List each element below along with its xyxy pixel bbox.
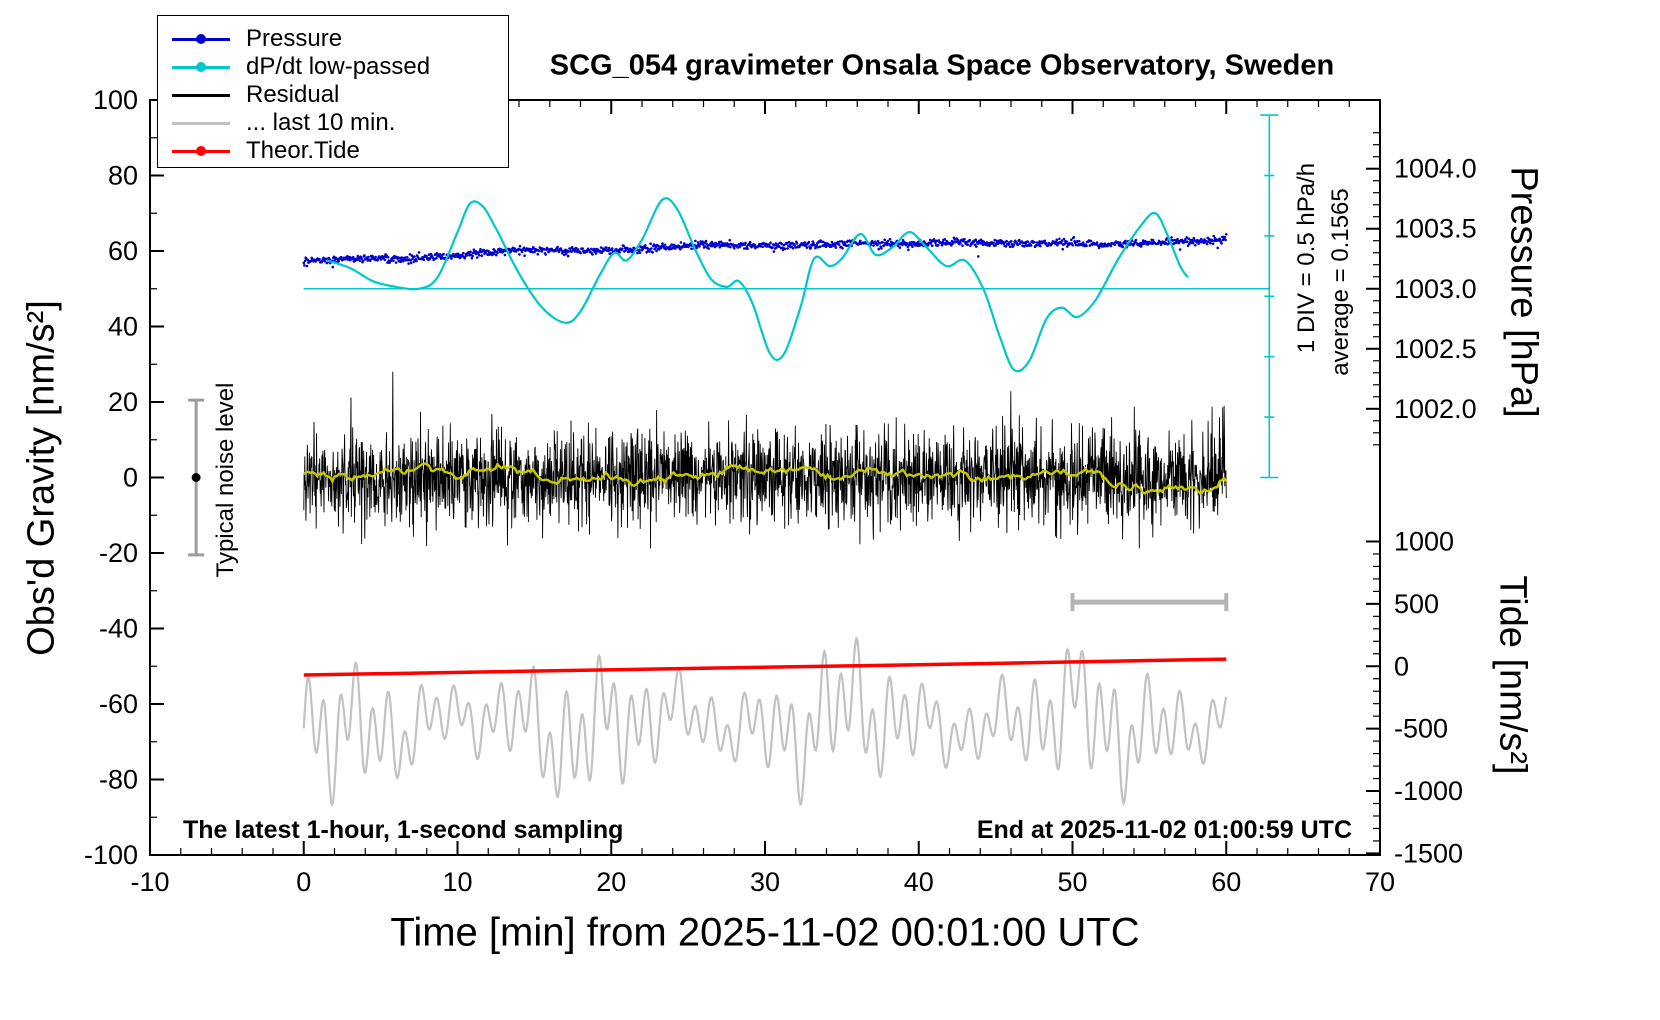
y-tick-label: 40 xyxy=(108,312,138,342)
legend-item: dP/dt low-passed xyxy=(172,53,508,81)
legend-item: ... last 10 min. xyxy=(172,109,508,137)
legend-point-icon xyxy=(196,62,206,72)
pressure-tick-label: 1002.0 xyxy=(1394,394,1477,424)
x-tick-label: -10 xyxy=(130,867,169,897)
legend-marker-1 xyxy=(172,29,230,49)
sampling-note: The latest 1-hour, 1-second sampling xyxy=(183,816,624,844)
tide-tick-label: 500 xyxy=(1394,589,1439,619)
legend-point-icon xyxy=(196,34,206,44)
legend-marker-4 xyxy=(172,113,230,133)
average-annotation: average = 0.1565 xyxy=(1327,188,1354,376)
legend-item: Residual xyxy=(172,81,508,109)
tide-tick-label: -1000 xyxy=(1394,776,1463,806)
y-tick-label: 60 xyxy=(108,236,138,266)
y-tick-label: 0 xyxy=(123,463,138,493)
tide-tick-label: -500 xyxy=(1394,714,1448,744)
y-tick-label: -40 xyxy=(99,614,138,644)
legend-line xyxy=(172,93,230,97)
noise-level-dot xyxy=(191,473,201,482)
legend-label: ... last 10 min. xyxy=(246,109,396,136)
y-tick-label: 20 xyxy=(108,387,138,417)
y-axis-title-pressure: Pressure [hPa] xyxy=(1502,166,1545,418)
x-tick-label: 60 xyxy=(1211,867,1241,897)
x-tick-label: 30 xyxy=(750,867,780,897)
x-tick-label: 10 xyxy=(442,867,472,897)
series-residual xyxy=(303,371,1227,549)
legend-label: Pressure xyxy=(246,25,343,52)
legend-point-icon xyxy=(196,146,206,156)
x-tick-label: 40 xyxy=(904,867,934,897)
tide-tick-label: 1000 xyxy=(1394,526,1454,556)
legend-line xyxy=(172,121,230,125)
pressure-tick-label: 1004.0 xyxy=(1394,154,1477,184)
tide-tick-label: -1500 xyxy=(1394,838,1463,868)
y-tick-label: 80 xyxy=(108,161,138,191)
end-time-note: End at 2025-11-02 01:00:59 UTC xyxy=(976,816,1352,844)
legend-label: dP/dt low-passed xyxy=(246,53,431,80)
chart-title: SCG_054 gravimeter Onsala Space Observat… xyxy=(549,49,1335,82)
legend-label: Residual xyxy=(246,81,340,108)
pressure-tick-label: 1003.0 xyxy=(1394,274,1477,304)
y-tick-label: -60 xyxy=(99,689,138,719)
y-tick-label: -80 xyxy=(99,765,138,795)
series-dpdt xyxy=(326,197,1189,373)
noise-level-annotation: Typical noise level xyxy=(212,382,239,578)
pressure-tick-label: 1003.5 xyxy=(1394,214,1477,244)
legend: Pressure dP/dt low-passed Residual... last… xyxy=(157,15,509,168)
legend-marker-5 xyxy=(172,141,230,161)
series-theor-tide xyxy=(303,657,1227,677)
y-axis-title-gravity: Obs'd Gravity [nm/s²] xyxy=(20,300,63,656)
legend-marker-3 xyxy=(172,85,230,105)
tide-tick-label: 0 xyxy=(1394,651,1409,681)
legend-label: Theor.Tide xyxy=(246,137,360,164)
y-tick-label: -20 xyxy=(99,538,138,568)
series-last-10-min xyxy=(302,636,1228,807)
pressure-tick-label: 1002.5 xyxy=(1394,334,1477,364)
div-scale-annotation: 1 DIV = 0.5 hPa/h xyxy=(1293,162,1320,354)
series-pressure xyxy=(302,233,1228,269)
y-tick-label: -100 xyxy=(84,840,138,870)
legend-item: Theor.Tide xyxy=(172,137,508,165)
legend-marker-2 xyxy=(172,57,230,77)
y-tick-label: 100 xyxy=(93,85,138,115)
x-tick-label: 50 xyxy=(1057,867,1087,897)
y-axis-title-tide: Tide [nm/s²] xyxy=(1491,575,1534,775)
x-tick-label: 20 xyxy=(596,867,626,897)
x-tick-label: 0 xyxy=(296,867,311,897)
x-tick-label: 70 xyxy=(1365,867,1395,897)
x-axis-title: Time [min] from 2025-11-02 00:01:00 UTC xyxy=(390,910,1140,955)
legend-item: Pressure xyxy=(172,25,508,53)
series-residual-smoothed xyxy=(303,461,1228,495)
